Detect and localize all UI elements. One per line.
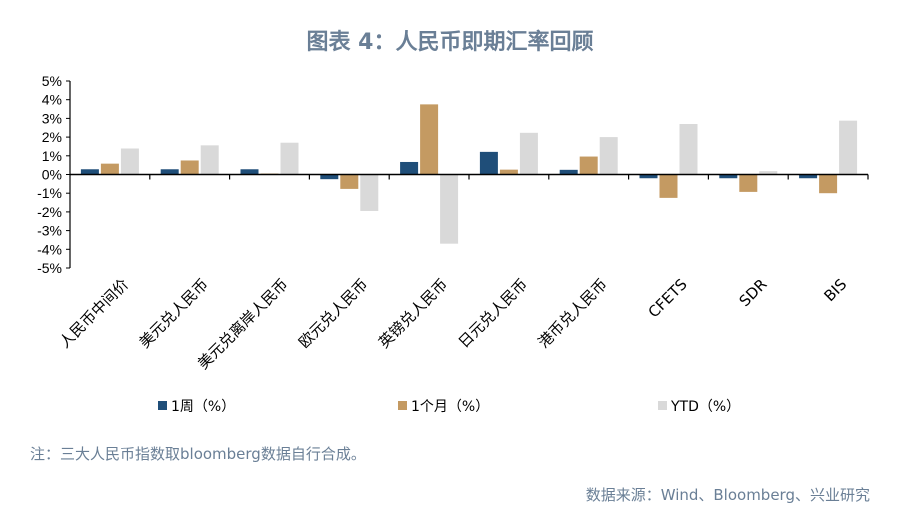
bar (759, 171, 778, 175)
legend-label: 1个月（%） (411, 399, 489, 415)
bar (839, 120, 858, 175)
bar (80, 169, 99, 175)
bar (440, 174, 459, 244)
bar (200, 145, 219, 175)
x-tick-label: 英镑兑人民币 (375, 275, 451, 351)
y-tick-label: 0% (42, 167, 62, 183)
bar (280, 142, 299, 175)
bar (499, 169, 518, 175)
bar (659, 174, 678, 198)
bar (420, 104, 439, 175)
legend-label: YTD（%） (670, 399, 740, 415)
y-tick-label: 4% (42, 92, 62, 108)
bar (579, 156, 598, 175)
bar (240, 169, 259, 175)
y-tick-label: -3% (37, 223, 62, 239)
chart-title: 图表 4：人民币即期汇率回顾 (306, 30, 594, 55)
bar (799, 174, 818, 179)
x-tick-label: 港币兑人民币 (535, 275, 611, 351)
x-tick-label: SDR (736, 275, 771, 310)
x-tick-label: 欧元兑人民币 (295, 275, 371, 351)
x-tick-label: 人民币中间价 (56, 275, 132, 351)
bar (819, 174, 838, 194)
legend-label: 1周（%） (171, 399, 235, 415)
bar (180, 160, 199, 175)
bar (639, 174, 658, 179)
bar (120, 148, 139, 175)
bar (360, 174, 379, 211)
bar (739, 174, 758, 192)
y-tick-label: 1% (42, 148, 62, 164)
bar (340, 174, 359, 189)
y-tick-label: -5% (37, 260, 62, 276)
bar (320, 174, 339, 180)
bar (400, 161, 419, 175)
bar (559, 169, 578, 175)
x-tick-label: 美元兑人民币 (136, 275, 212, 351)
x-tick-label: CFETS (645, 275, 691, 321)
bar-chart: 5%4%3%2%1%0%-1%-2%-3%-4%-5%人民币中间价 美元兑人民币美… (37, 73, 869, 415)
y-tick-label: -4% (37, 241, 62, 257)
bar (100, 163, 119, 175)
bar (719, 174, 738, 179)
y-tick-label: 5% (42, 73, 62, 89)
x-tick-label: 日元兑人民币 (455, 275, 531, 351)
bar (160, 169, 179, 175)
chart-source: 数据来源：Wind、Bloomberg、兴业研究 (585, 486, 870, 504)
bar (519, 132, 538, 175)
y-tick-label: -1% (37, 185, 62, 201)
x-tick-label: BIS (820, 275, 850, 305)
y-tick-label: -2% (37, 204, 62, 220)
bar (599, 137, 618, 175)
chart-note: 注：三大人民币指数取bloomberg数据自行合成。 (30, 445, 366, 463)
y-tick-label: 2% (42, 129, 62, 145)
bar (679, 124, 698, 175)
y-tick-label: 3% (42, 110, 62, 126)
legend-swatch (158, 401, 167, 410)
legend-swatch (398, 401, 407, 410)
legend-swatch (658, 401, 667, 410)
bar (479, 151, 498, 175)
